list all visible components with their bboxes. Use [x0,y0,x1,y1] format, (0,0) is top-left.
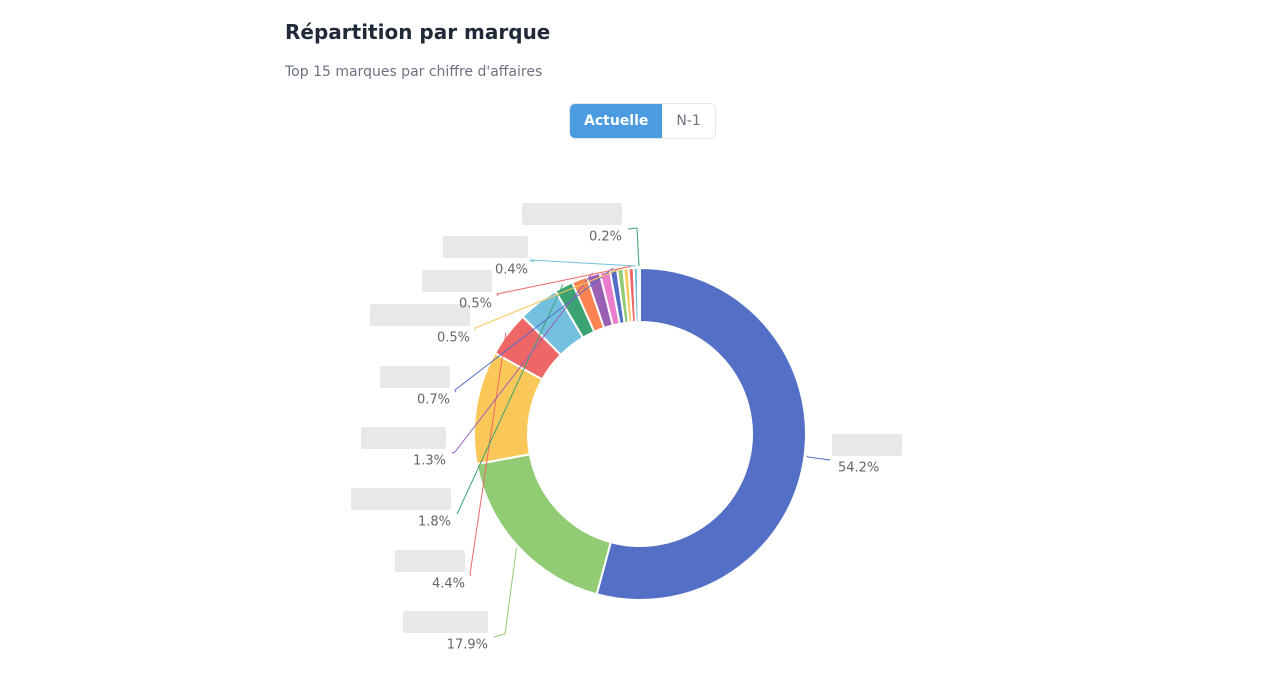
subtitle: Top 15 marques par chiffre d'affaires [285,64,543,80]
leader-line [451,272,594,454]
period-toggle: Actuelle N-1 [569,103,716,139]
toggle-option[interactable]: N-1 [662,104,715,138]
data-label: 0.5% [437,331,470,346]
title: Répartition par marque [285,20,551,44]
leader-line [469,332,507,577]
redacted-name [395,550,465,572]
redacted-name [370,304,470,326]
leader-line [496,265,632,297]
leader-line [493,547,517,638]
redacted-name [443,236,528,258]
donut-segment [475,453,612,596]
data-label: 0.2% [589,230,622,245]
leader-line [454,267,614,393]
leader-line [806,455,831,461]
redacted-name [351,488,451,510]
toggle-option[interactable]: Actuelle [570,104,663,138]
leader-line [627,227,640,267]
redacted-name [380,366,450,388]
data-label: 0.5% [459,297,492,312]
data-label: 0.4% [495,263,528,278]
data-label: 54.2% [838,461,879,476]
donut-segment [595,267,807,601]
data-label: 0.7% [417,393,450,408]
redacted-name [522,203,622,225]
leader-line [456,284,564,515]
data-label: 4.4% [432,577,465,592]
donut-segment [636,266,641,324]
redacted-name [422,270,492,292]
leader-line [529,259,636,267]
leader-line [474,266,626,331]
data-label: 17.9% [447,638,488,653]
redacted-name [832,434,902,456]
redacted-name [361,427,446,449]
data-label: 1.3% [413,454,446,469]
redacted-name [403,611,488,633]
data-label: 1.8% [418,515,451,530]
